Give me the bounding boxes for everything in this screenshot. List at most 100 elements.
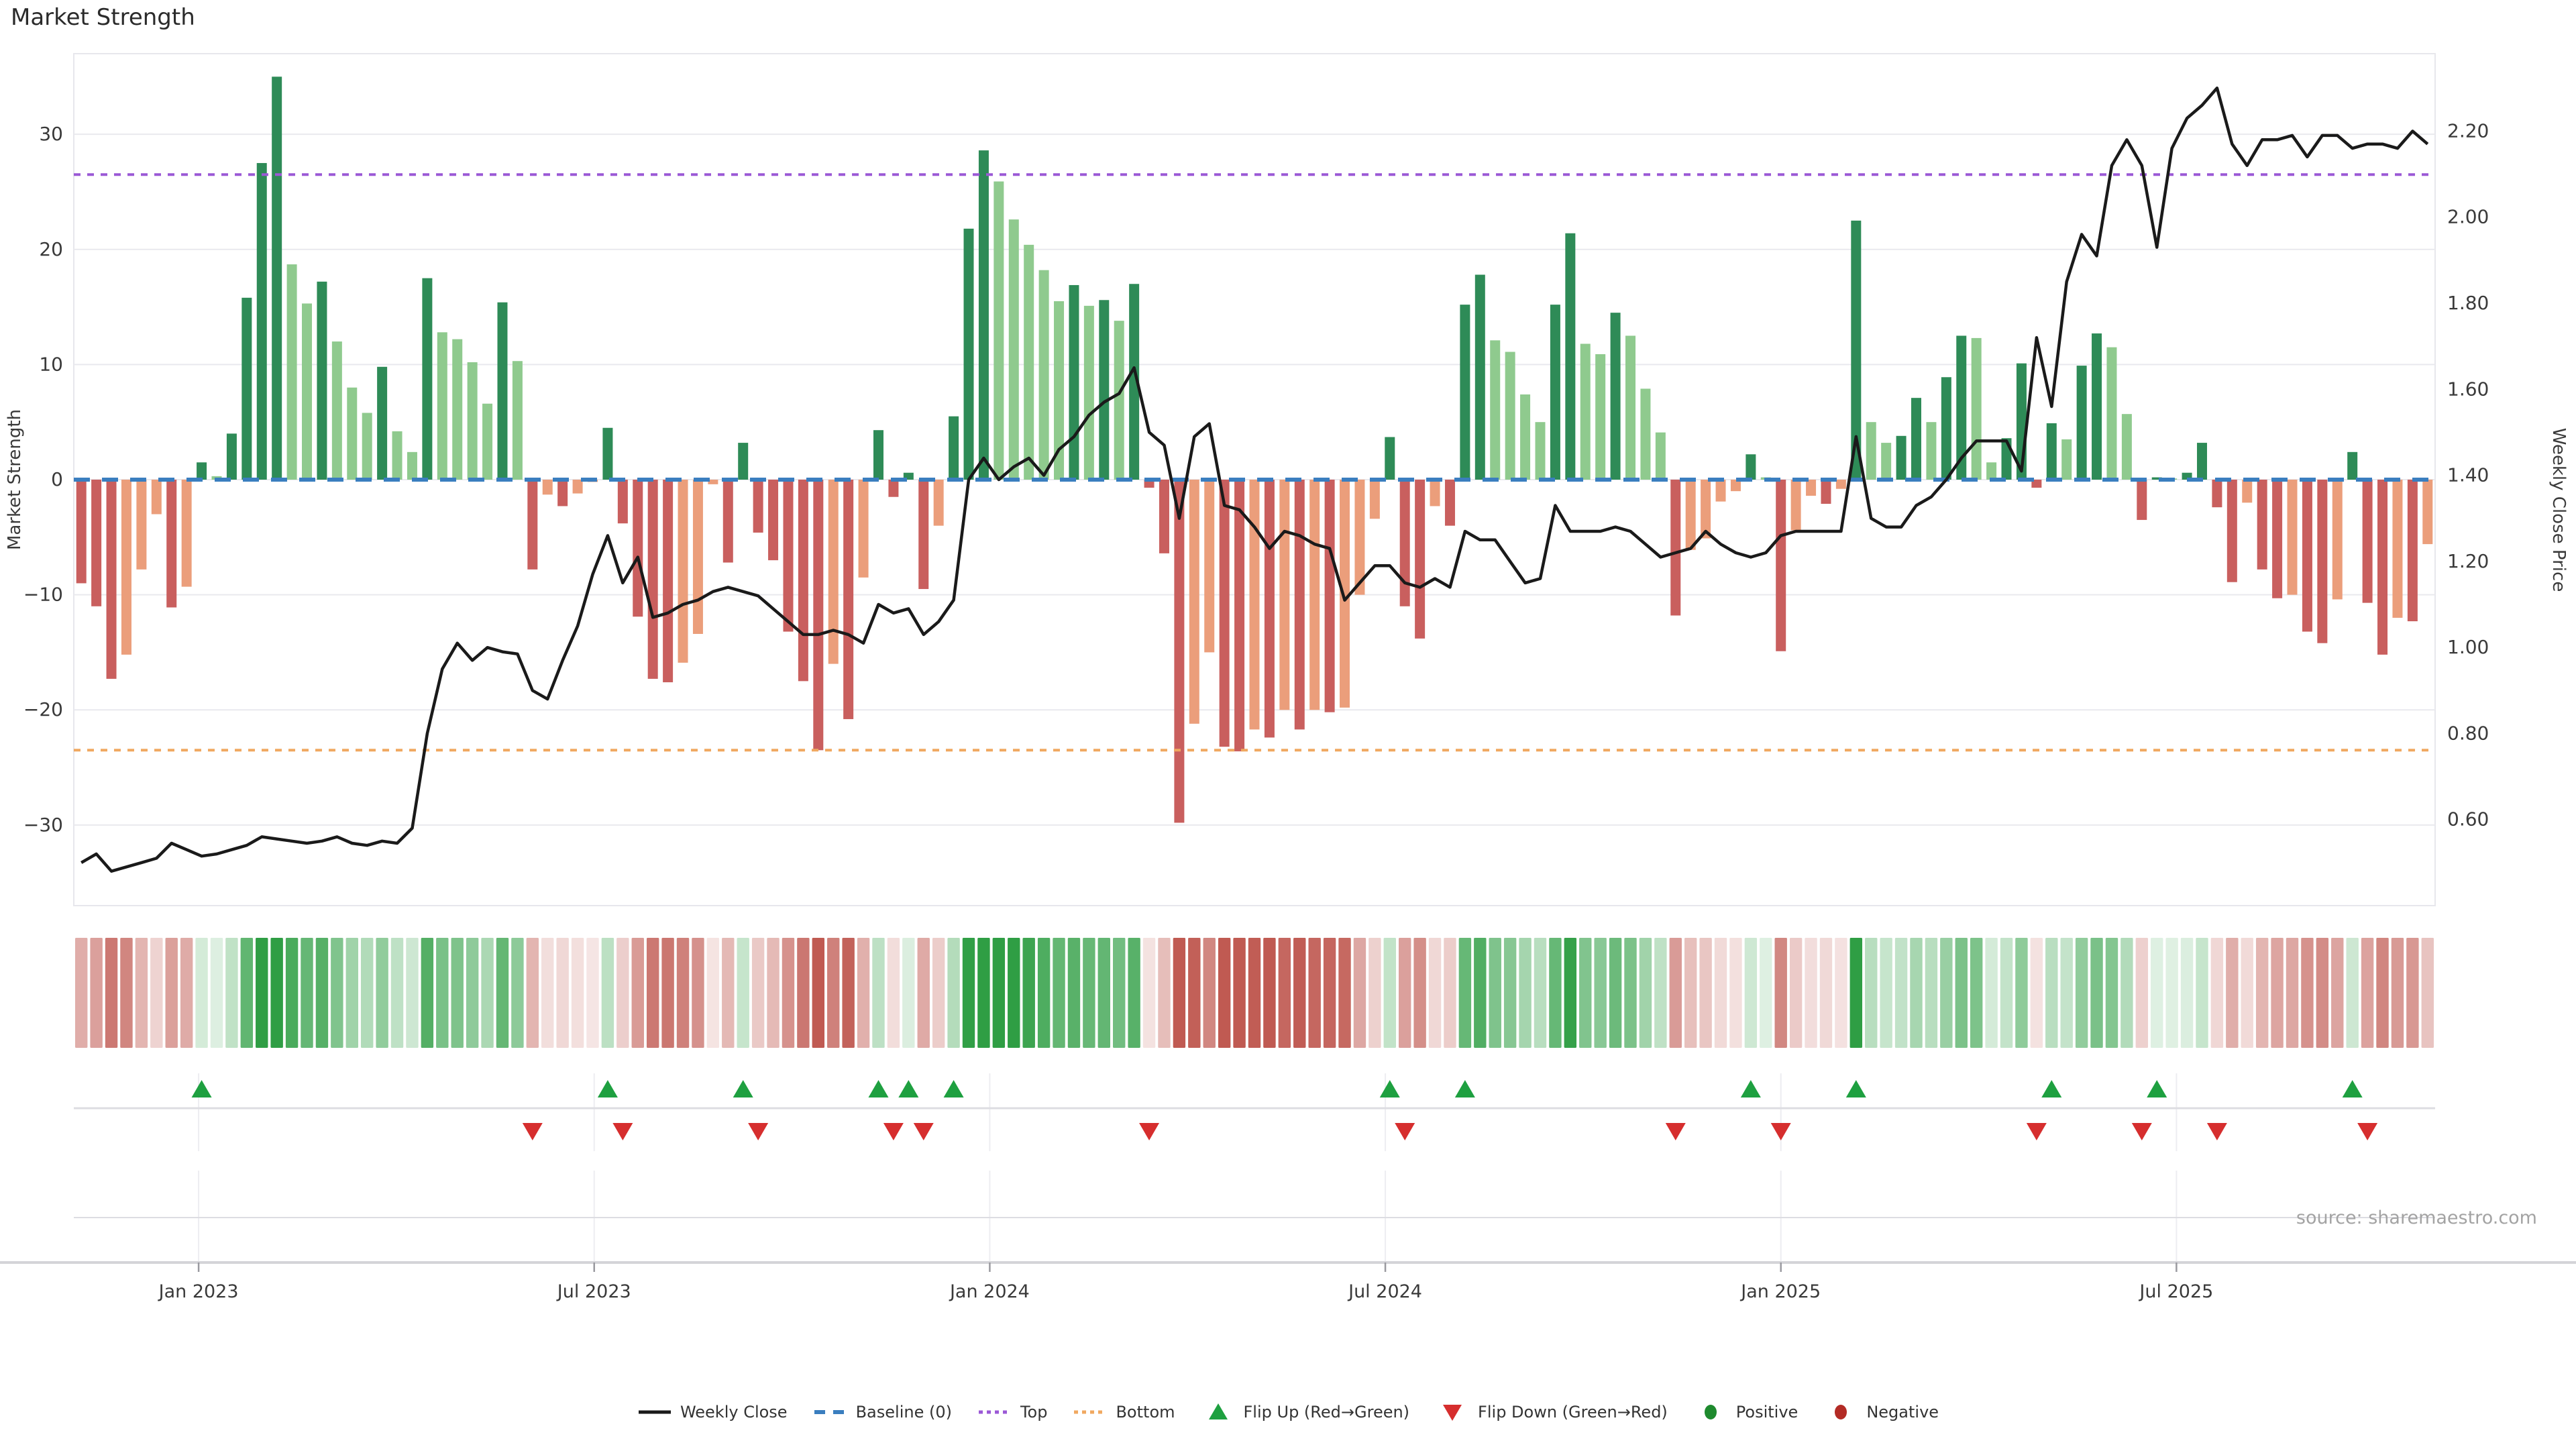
heatmap-cell xyxy=(1549,938,1562,1048)
strength-bar xyxy=(1174,480,1185,823)
flip-down-icon xyxy=(1139,1123,1160,1140)
heatmap-cell xyxy=(1729,938,1742,1048)
strength-bar xyxy=(1580,343,1591,480)
strength-bar xyxy=(692,480,703,634)
x-tick-label: Jul 2023 xyxy=(556,1281,631,1302)
heatmap-cell xyxy=(751,938,765,1048)
strength-bar xyxy=(1565,233,1576,480)
x-tick-label: Jan 2025 xyxy=(1739,1281,1821,1302)
legend-item-weekly-close: Weekly Close xyxy=(637,1401,788,1424)
strength-bar xyxy=(2317,480,2328,643)
legend-item-negative: Negative xyxy=(1823,1401,1939,1424)
right-tick-label: 0.80 xyxy=(2447,722,2489,744)
heatmap-cell xyxy=(526,938,539,1048)
strength-bar xyxy=(663,480,674,683)
heatmap-cell xyxy=(601,938,614,1048)
strength-bar xyxy=(2182,472,2192,480)
strength-heatmap-strip xyxy=(75,938,2434,1048)
legend-swatch xyxy=(1435,1401,1470,1424)
strength-bar xyxy=(1069,284,1079,480)
right-tick-label: 2.20 xyxy=(2447,119,2489,142)
strength-bar xyxy=(497,302,508,480)
strength-bar xyxy=(2287,480,2298,595)
heatmap-cell xyxy=(932,938,945,1048)
strength-bar xyxy=(1444,480,1455,526)
strength-bar xyxy=(1835,480,1846,489)
heatmap-cell xyxy=(692,938,704,1048)
x-tick-label: Jan 2024 xyxy=(949,1281,1030,1302)
strength-bar xyxy=(978,150,989,480)
legend-swatch xyxy=(1693,1401,1728,1424)
strength-bar xyxy=(347,387,358,480)
heatmap-cell xyxy=(661,938,674,1048)
legend-item-top: Top xyxy=(977,1401,1047,1424)
strength-bar xyxy=(512,361,523,480)
strength-bar xyxy=(317,281,327,480)
strength-bar xyxy=(1159,480,1169,553)
x-axis: Jan 2023 Jul 2023 Jan 2024 Jul 2024 Jan 2025… xyxy=(0,1171,2576,1302)
legend-label: Positive xyxy=(1735,1403,1799,1421)
right-tick-label: 1.80 xyxy=(2447,292,2489,314)
flip-down-icon xyxy=(2026,1123,2047,1140)
strength-bar xyxy=(1806,480,1817,496)
heatmap-cell xyxy=(75,938,88,1048)
legend-bottom-icon xyxy=(1074,1410,1107,1414)
strength-bar xyxy=(1941,377,1951,480)
heatmap-cell xyxy=(1142,938,1156,1048)
heatmap-cell xyxy=(421,938,434,1048)
left-tick-label: −10 xyxy=(23,584,63,606)
flip-down-icon xyxy=(1770,1123,1791,1140)
legend-flip-down-icon xyxy=(1443,1405,1462,1421)
strength-bar xyxy=(2272,480,2283,598)
legend-flip-up-icon xyxy=(1208,1403,1228,1419)
heatmap-cell xyxy=(2241,938,2253,1048)
weekly-close-line xyxy=(80,87,2429,873)
source-credit: source: sharemaestro.com xyxy=(2296,1208,2537,1228)
heatmap-cell xyxy=(436,938,449,1048)
strength-bar xyxy=(1430,480,1440,506)
left-tick-label: 0 xyxy=(51,468,63,490)
strength-bar xyxy=(2347,451,2358,480)
strength-bar xyxy=(2332,480,2343,600)
heatmap-cell xyxy=(1489,938,1501,1048)
heatmap-cell xyxy=(2030,938,2043,1048)
heatmap-cell xyxy=(1293,938,1306,1048)
strength-bar xyxy=(2076,366,2087,480)
right-tick-label: 1.60 xyxy=(2447,378,2489,400)
heatmap-cell xyxy=(360,938,374,1048)
strength-bar xyxy=(76,480,87,584)
heatmap-cell xyxy=(2421,938,2434,1048)
heatmap-cell xyxy=(135,938,148,1048)
flip-up-icon xyxy=(733,1080,753,1097)
strength-bar xyxy=(91,480,102,606)
strength-bar xyxy=(302,303,313,480)
strength-bar xyxy=(949,416,959,480)
strength-bar xyxy=(1114,321,1124,480)
strength-bar xyxy=(888,480,899,497)
heatmap-cell xyxy=(1639,938,1652,1048)
strength-bar xyxy=(873,430,883,480)
heatmap-cell xyxy=(1865,938,1878,1048)
heatmap-cell xyxy=(1714,938,1727,1048)
strength-bar xyxy=(1610,313,1621,480)
legend-baseline-icon xyxy=(814,1410,847,1414)
strength-bar xyxy=(1324,480,1335,712)
strength-bar xyxy=(2407,480,2418,622)
heatmap-cell xyxy=(1368,938,1381,1048)
heatmap-cell xyxy=(1233,938,1246,1048)
strength-bar xyxy=(1279,480,1290,710)
strength-bar xyxy=(1083,305,1094,480)
strength-bar xyxy=(1971,337,1982,480)
strength-bar xyxy=(918,480,929,590)
strength-bar xyxy=(437,332,447,480)
strength-bar xyxy=(1309,480,1320,710)
strength-bar xyxy=(1715,480,1726,502)
strength-bar xyxy=(2226,480,2237,582)
strength-bar xyxy=(1866,422,1876,480)
flip-down-icon xyxy=(2206,1123,2227,1140)
heatmap-cell xyxy=(315,938,329,1048)
heatmap-cell xyxy=(1955,938,1968,1048)
strength-bar xyxy=(286,264,297,480)
strength-bar xyxy=(1415,480,1426,639)
heatmap-cell xyxy=(2316,938,2329,1048)
